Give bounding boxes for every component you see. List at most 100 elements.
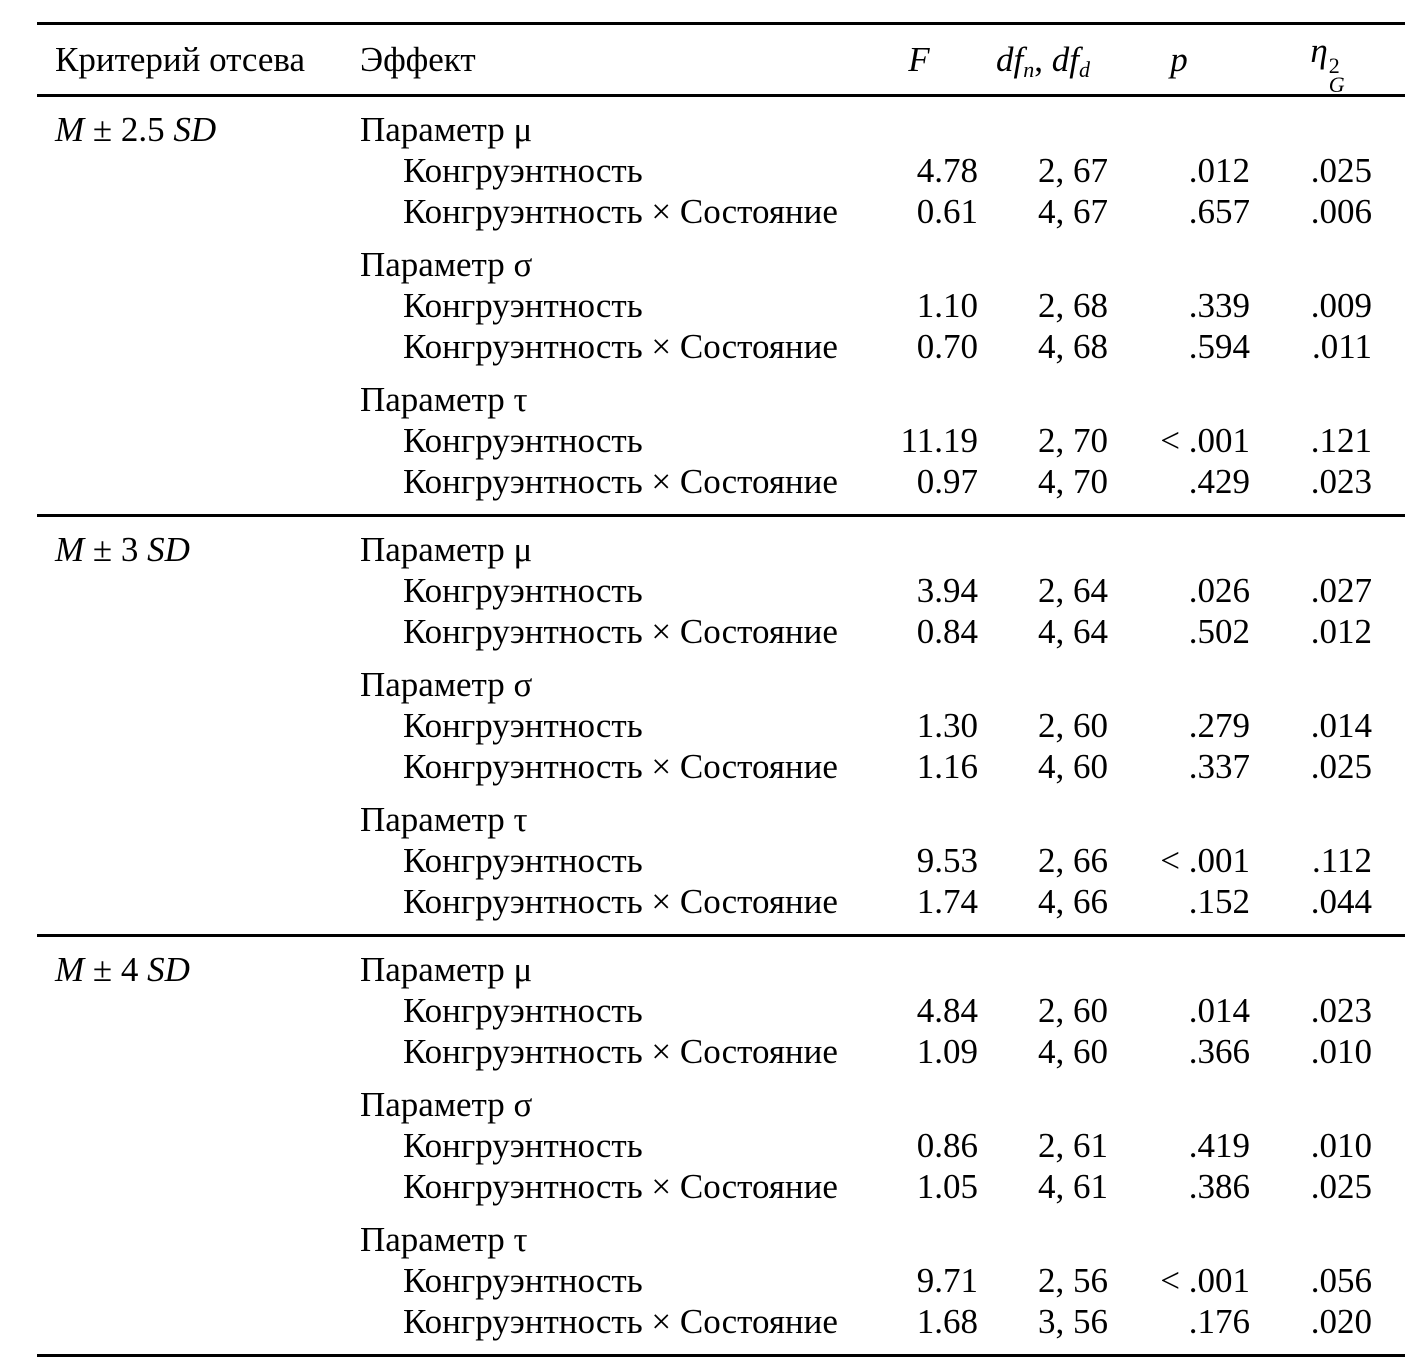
cell-group-label: Параметр μ <box>360 110 533 149</box>
criterion-sd: SD <box>147 950 190 989</box>
cell-criterion <box>37 326 360 367</box>
cell-p: .012 <box>1188 151 1250 190</box>
cell-group-label: Параметр σ <box>360 1085 533 1124</box>
table-row: Параметр τ <box>37 787 1405 840</box>
cell-p <box>1108 1072 1250 1125</box>
df-d-label: df <box>1051 39 1079 79</box>
cell-group-label: Параметр μ <box>360 530 533 569</box>
cell-effect: Конгруэнтность × Состояние <box>403 462 838 501</box>
cell-df: 4, 60 <box>1038 747 1108 786</box>
cell-p: < .001 <box>1160 421 1250 460</box>
cell-p: .014 <box>1188 991 1250 1030</box>
cell-effect: Конгруэнтность <box>403 571 643 610</box>
cell-eta: .010 <box>1310 1032 1372 1071</box>
table-row: Конгруэнтность 4.78 2, 67 .012 .025 <box>37 150 1405 191</box>
cell-group-label: Параметр μ <box>360 950 533 989</box>
cell-f: 0.84 <box>916 612 978 651</box>
cell-p: .386 <box>1188 1167 1250 1206</box>
cell-df: 4, 64 <box>1038 612 1108 651</box>
cell-effect: Конгруэнтность <box>403 286 643 325</box>
criterion-m: M <box>55 950 85 989</box>
cell-df: 2, 70 <box>1038 421 1108 460</box>
column-header-effect: Эффект <box>360 39 476 79</box>
cell-eta: .012 <box>1310 612 1372 651</box>
eta-symbol: η <box>1310 31 1328 70</box>
cell-f: 1.30 <box>916 706 978 745</box>
cell-effect: Конгруэнтность × Состояние <box>403 882 838 921</box>
cell-f <box>860 516 978 571</box>
column-header-df: dfn, dfd <box>978 24 1108 96</box>
cell-f: 9.71 <box>916 1261 978 1300</box>
cell-criterion: M ± 3 SD <box>37 516 360 571</box>
cell-p <box>1108 516 1250 571</box>
table-row: Конгруэнтность × Состояние 1.16 4, 60 .3… <box>37 746 1405 787</box>
cell-eta: .025 <box>1310 747 1372 786</box>
criterion-section: M ± 2.5 SD Параметр μ Конгруэнтность 4.7… <box>37 96 1405 516</box>
cell-f: 3.94 <box>916 571 978 610</box>
cell-criterion <box>37 1301 360 1356</box>
cell-eta: .025 <box>1310 1167 1372 1206</box>
cell-f <box>860 96 978 151</box>
cell-eta: .023 <box>1310 991 1372 1030</box>
table-row: Параметр σ <box>37 652 1405 705</box>
cell-eta: .044 <box>1310 882 1372 921</box>
column-header-criterion: Критерий отсева <box>55 39 305 79</box>
cell-p <box>1108 232 1250 285</box>
cell-eta: .112 <box>1312 841 1372 880</box>
cell-df: 2, 61 <box>1038 1126 1108 1165</box>
cell-eta: .027 <box>1310 571 1372 610</box>
cell-f: 9.53 <box>916 841 978 880</box>
table-row: Конгруэнтность 11.19 2, 70 < .001 .121 <box>37 420 1405 461</box>
cell-p: < .001 <box>1160 1261 1250 1300</box>
cell-group-label: Параметр τ <box>360 800 528 839</box>
cell-p: .366 <box>1188 1032 1250 1071</box>
table-row: Конгруэнтность × Состояние 0.84 4, 64 .5… <box>37 611 1405 652</box>
table-row: M ± 4 SD Параметр μ <box>37 936 1405 991</box>
cell-df: 2, 60 <box>1038 991 1108 1030</box>
cell-group-label: Параметр σ <box>360 665 533 704</box>
cell-effect: Конгруэнтность × Состояние <box>403 1167 838 1206</box>
cell-group-label: Параметр τ <box>360 380 528 419</box>
cell-f: 1.68 <box>916 1302 978 1341</box>
cell-df: 2, 56 <box>1038 1261 1108 1300</box>
cell-p: .339 <box>1188 286 1250 325</box>
cell-criterion <box>37 1072 360 1125</box>
cell-df <box>978 787 1108 840</box>
criterion-sd: SD <box>147 530 190 569</box>
table-row: M ± 3 SD Параметр μ <box>37 516 1405 571</box>
df-separator: , <box>1034 39 1052 79</box>
cell-criterion <box>37 787 360 840</box>
cell-criterion <box>37 570 360 611</box>
cell-f <box>860 1072 978 1125</box>
cell-eta <box>1250 652 1405 705</box>
table-row: Конгруэнтность × Состояние 0.97 4, 70 .4… <box>37 461 1405 516</box>
cell-criterion <box>37 1125 360 1166</box>
cell-df <box>978 232 1108 285</box>
cell-df: 2, 66 <box>1038 841 1108 880</box>
cell-f: 1.16 <box>916 747 978 786</box>
cell-eta: .023 <box>1310 462 1372 501</box>
cell-effect: Конгруэнтность <box>403 841 643 880</box>
cell-df: 4, 67 <box>1038 192 1108 231</box>
cell-effect: Конгруэнтность <box>403 991 643 1030</box>
eta-superscript: 2 <box>1328 53 1340 78</box>
cell-df <box>978 367 1108 420</box>
cell-f <box>860 787 978 840</box>
cell-eta <box>1250 516 1405 571</box>
criterion-section: M ± 3 SD Параметр μ Конгруэнтность 3.94 … <box>37 516 1405 936</box>
cell-f: 0.61 <box>916 192 978 231</box>
cell-criterion <box>37 611 360 652</box>
cell-criterion <box>37 840 360 881</box>
cell-f: 1.10 <box>916 286 978 325</box>
cell-p: < .001 <box>1160 841 1250 880</box>
cell-p: .152 <box>1188 882 1250 921</box>
table-row: Параметр τ <box>37 367 1405 420</box>
cell-df <box>978 1072 1108 1125</box>
cell-eta <box>1250 1072 1405 1125</box>
cell-eta: .020 <box>1310 1302 1372 1341</box>
cell-criterion <box>37 1207 360 1260</box>
table-row: Параметр σ <box>37 1072 1405 1125</box>
cell-df: 4, 68 <box>1038 327 1108 366</box>
